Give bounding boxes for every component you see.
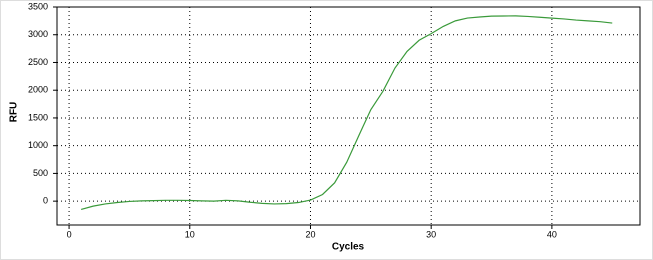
- y-tick-label: 1000: [28, 140, 48, 150]
- y-tick-label: 3000: [28, 29, 48, 39]
- y-tick-label: 3500: [28, 1, 48, 11]
- x-tick-label: 20: [305, 229, 315, 239]
- data-line: [80, 15, 613, 211]
- x-tick-label: 10: [185, 229, 195, 239]
- y-tick-label: 1500: [28, 112, 48, 122]
- y-tick-label: 2000: [28, 85, 48, 95]
- x-tick-label: 30: [426, 229, 436, 239]
- y-tick-label: 500: [33, 168, 48, 178]
- x-tick-label: 0: [67, 229, 72, 239]
- x-axis-label: Cycles: [332, 242, 365, 253]
- plot-area: [56, 6, 641, 226]
- y-axis-label: RFU: [9, 102, 20, 123]
- y-tick-label: 2500: [28, 57, 48, 67]
- y-tick-label: 0: [43, 196, 48, 206]
- x-tick-label: 40: [547, 229, 557, 239]
